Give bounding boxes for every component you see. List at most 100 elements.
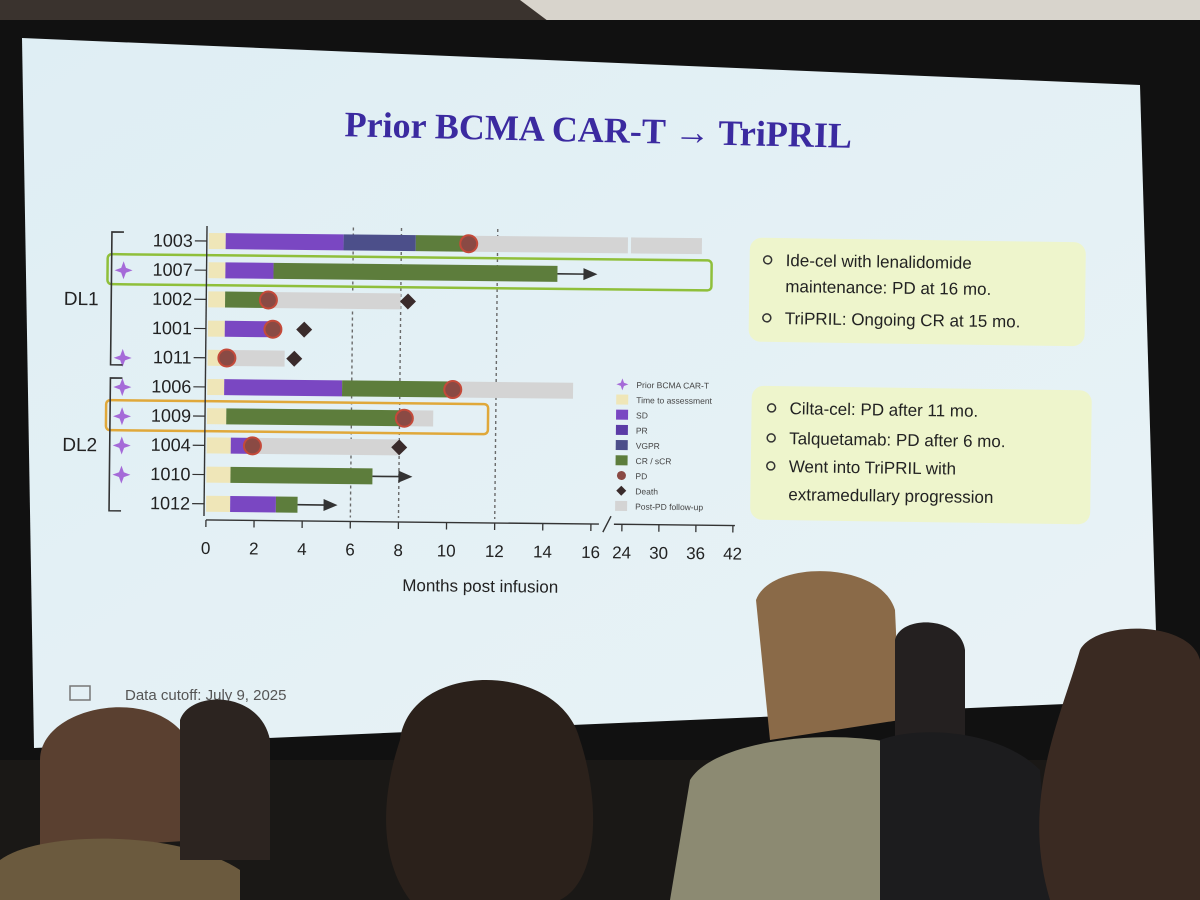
y-axis: 1003 1007 1002 1001 1011 1006 1009 1004 1010 1012… (62, 225, 208, 516)
bar-segment-followup (252, 437, 400, 456)
note-text: extramedullary progression (788, 485, 993, 507)
legend-label: Post-PD follow-up (635, 502, 703, 513)
bar-segment-screening (207, 320, 225, 337)
x-tick-label: 42 (723, 544, 742, 563)
patient-id-label: 1003 (153, 230, 193, 250)
audience-body-5 (880, 732, 1050, 900)
prior-car-t-star-icon (112, 436, 131, 455)
death-marker (286, 350, 303, 367)
note-text: Cilta-cel: PD after 11 mo. (789, 399, 978, 421)
bar-segment-cr (341, 380, 453, 398)
legend-label: SD (636, 410, 648, 420)
group-bracket (109, 231, 124, 366)
logo-icon (69, 685, 91, 701)
audience-head-1 (40, 707, 200, 850)
audience-head-3 (386, 680, 594, 900)
highlight-box-dl1 (106, 252, 713, 292)
slide-footer: Data cutoff: July 9, 2025 (69, 685, 287, 704)
legend-label: PR (636, 426, 648, 436)
bar-segment-sd (224, 320, 273, 338)
bullet-icon (766, 403, 777, 413)
x-axis-line (205, 519, 599, 525)
x-tick-label: 14 (533, 542, 552, 561)
audience-head-6 (1039, 628, 1200, 900)
patient-id-label: 1010 (150, 464, 190, 484)
dl1-note-1: Ide-cel with lenalidomide maintenance: P… (762, 251, 991, 299)
axis-break-mark (602, 515, 612, 533)
bullet-icon (766, 461, 776, 471)
x-tick-label: 6 (345, 540, 355, 559)
x-tick-label: 8 (393, 541, 403, 560)
patient-id-label: 1012 (150, 493, 190, 513)
bar-segment-screening (206, 437, 231, 454)
swimmer-chart: 1003100710021001101110061009100410101012… (62, 225, 742, 597)
patient-id-label: 1002 (152, 289, 192, 309)
legend-label: PD (635, 471, 647, 481)
patient-id-label: 1006 (151, 376, 191, 396)
bullet-icon (762, 255, 773, 265)
pd-marker (242, 436, 262, 456)
prior-car-t-star-icon (112, 465, 131, 484)
legend-label: Time to assessment (636, 395, 712, 406)
patient-id-label: 1009 (151, 406, 191, 426)
group-label: DL2 (62, 435, 97, 456)
y-axis-line (203, 225, 208, 516)
dl1-note-2: TriPRIL: Ongoing CR at 15 mo. (762, 309, 1021, 331)
patient-id-label: 1007 (152, 260, 192, 280)
legend-label: CR / sCR (636, 456, 672, 466)
annotation-panels: Ide-cel with lenalidomide maintenance: P… (748, 237, 1092, 525)
bar-segment-cr (226, 408, 405, 427)
x-tick-label: 2 (249, 539, 259, 558)
note-text: Talquetamab: PD after 6 mo. (789, 429, 1006, 451)
pd-marker (263, 319, 283, 339)
legend-swatch-pr (615, 424, 628, 435)
audience-head-5 (895, 622, 965, 740)
audience-head-2 (180, 699, 270, 860)
legend-swatch-sd (616, 409, 629, 420)
bar-segment-sd (225, 233, 344, 251)
x-tick-label: 10 (437, 541, 456, 560)
legend-label: Prior BCMA CAR-T (636, 380, 709, 391)
note-text: TriPRIL: Ongoing CR at 15 mo. (785, 309, 1021, 331)
patient-id-label: 1011 (153, 347, 192, 367)
bar-segment-screening (208, 291, 226, 308)
group-label: DL1 (64, 289, 99, 310)
note-text: Went into TriPRIL with (789, 457, 956, 478)
data-cutoff-text: Data cutoff: July 9, 2025 (125, 687, 287, 704)
ongoing-arrow-icon (323, 499, 338, 512)
pd-marker (459, 234, 479, 254)
bullet-icon (762, 313, 772, 323)
pd-marker (394, 408, 414, 428)
death-marker (296, 321, 313, 338)
legend-swatch-vgpr (615, 440, 628, 451)
bar-segment-followup (268, 292, 401, 310)
pd-marker (217, 348, 237, 368)
patient-bars (206, 232, 703, 513)
bar-segment-cr (230, 466, 373, 485)
dl2-note-2: Talquetamab: PD after 6 mo. (766, 429, 1006, 451)
legend-swatch-screening (616, 394, 629, 405)
x-tick-label: 36 (686, 544, 705, 563)
bar-segment-vgpr (343, 234, 416, 252)
projection-surface (22, 38, 1158, 748)
death-marker (391, 439, 408, 456)
ongoing-arrow-icon (398, 470, 413, 483)
note-text: maintenance: PD at 16 mo. (785, 277, 991, 299)
highlight-boxes (104, 252, 713, 436)
legend: Prior BCMA CAR-T Time to assessment SD PR VG… (615, 378, 713, 512)
legend-label: VGPR (636, 441, 660, 451)
x-tick-label: 12 (485, 542, 504, 561)
audience-head-4 (756, 571, 900, 740)
legend-label: Death (635, 486, 658, 496)
bar-segment-followup (630, 237, 703, 255)
bar-segment-followup (452, 381, 574, 399)
bar-segment-cr (275, 496, 298, 513)
dl2-note-1: Cilta-cel: PD after 11 mo. (766, 399, 978, 421)
bar-segment-screening (206, 466, 231, 483)
pd-marker (443, 380, 463, 400)
x-tick-label: 24 (612, 543, 631, 562)
bar-segment-screening (207, 378, 225, 396)
x-axis-label: Months post infusion (402, 576, 558, 597)
dl1-note-panel (748, 237, 1086, 347)
bar-segment-screening (208, 262, 226, 279)
